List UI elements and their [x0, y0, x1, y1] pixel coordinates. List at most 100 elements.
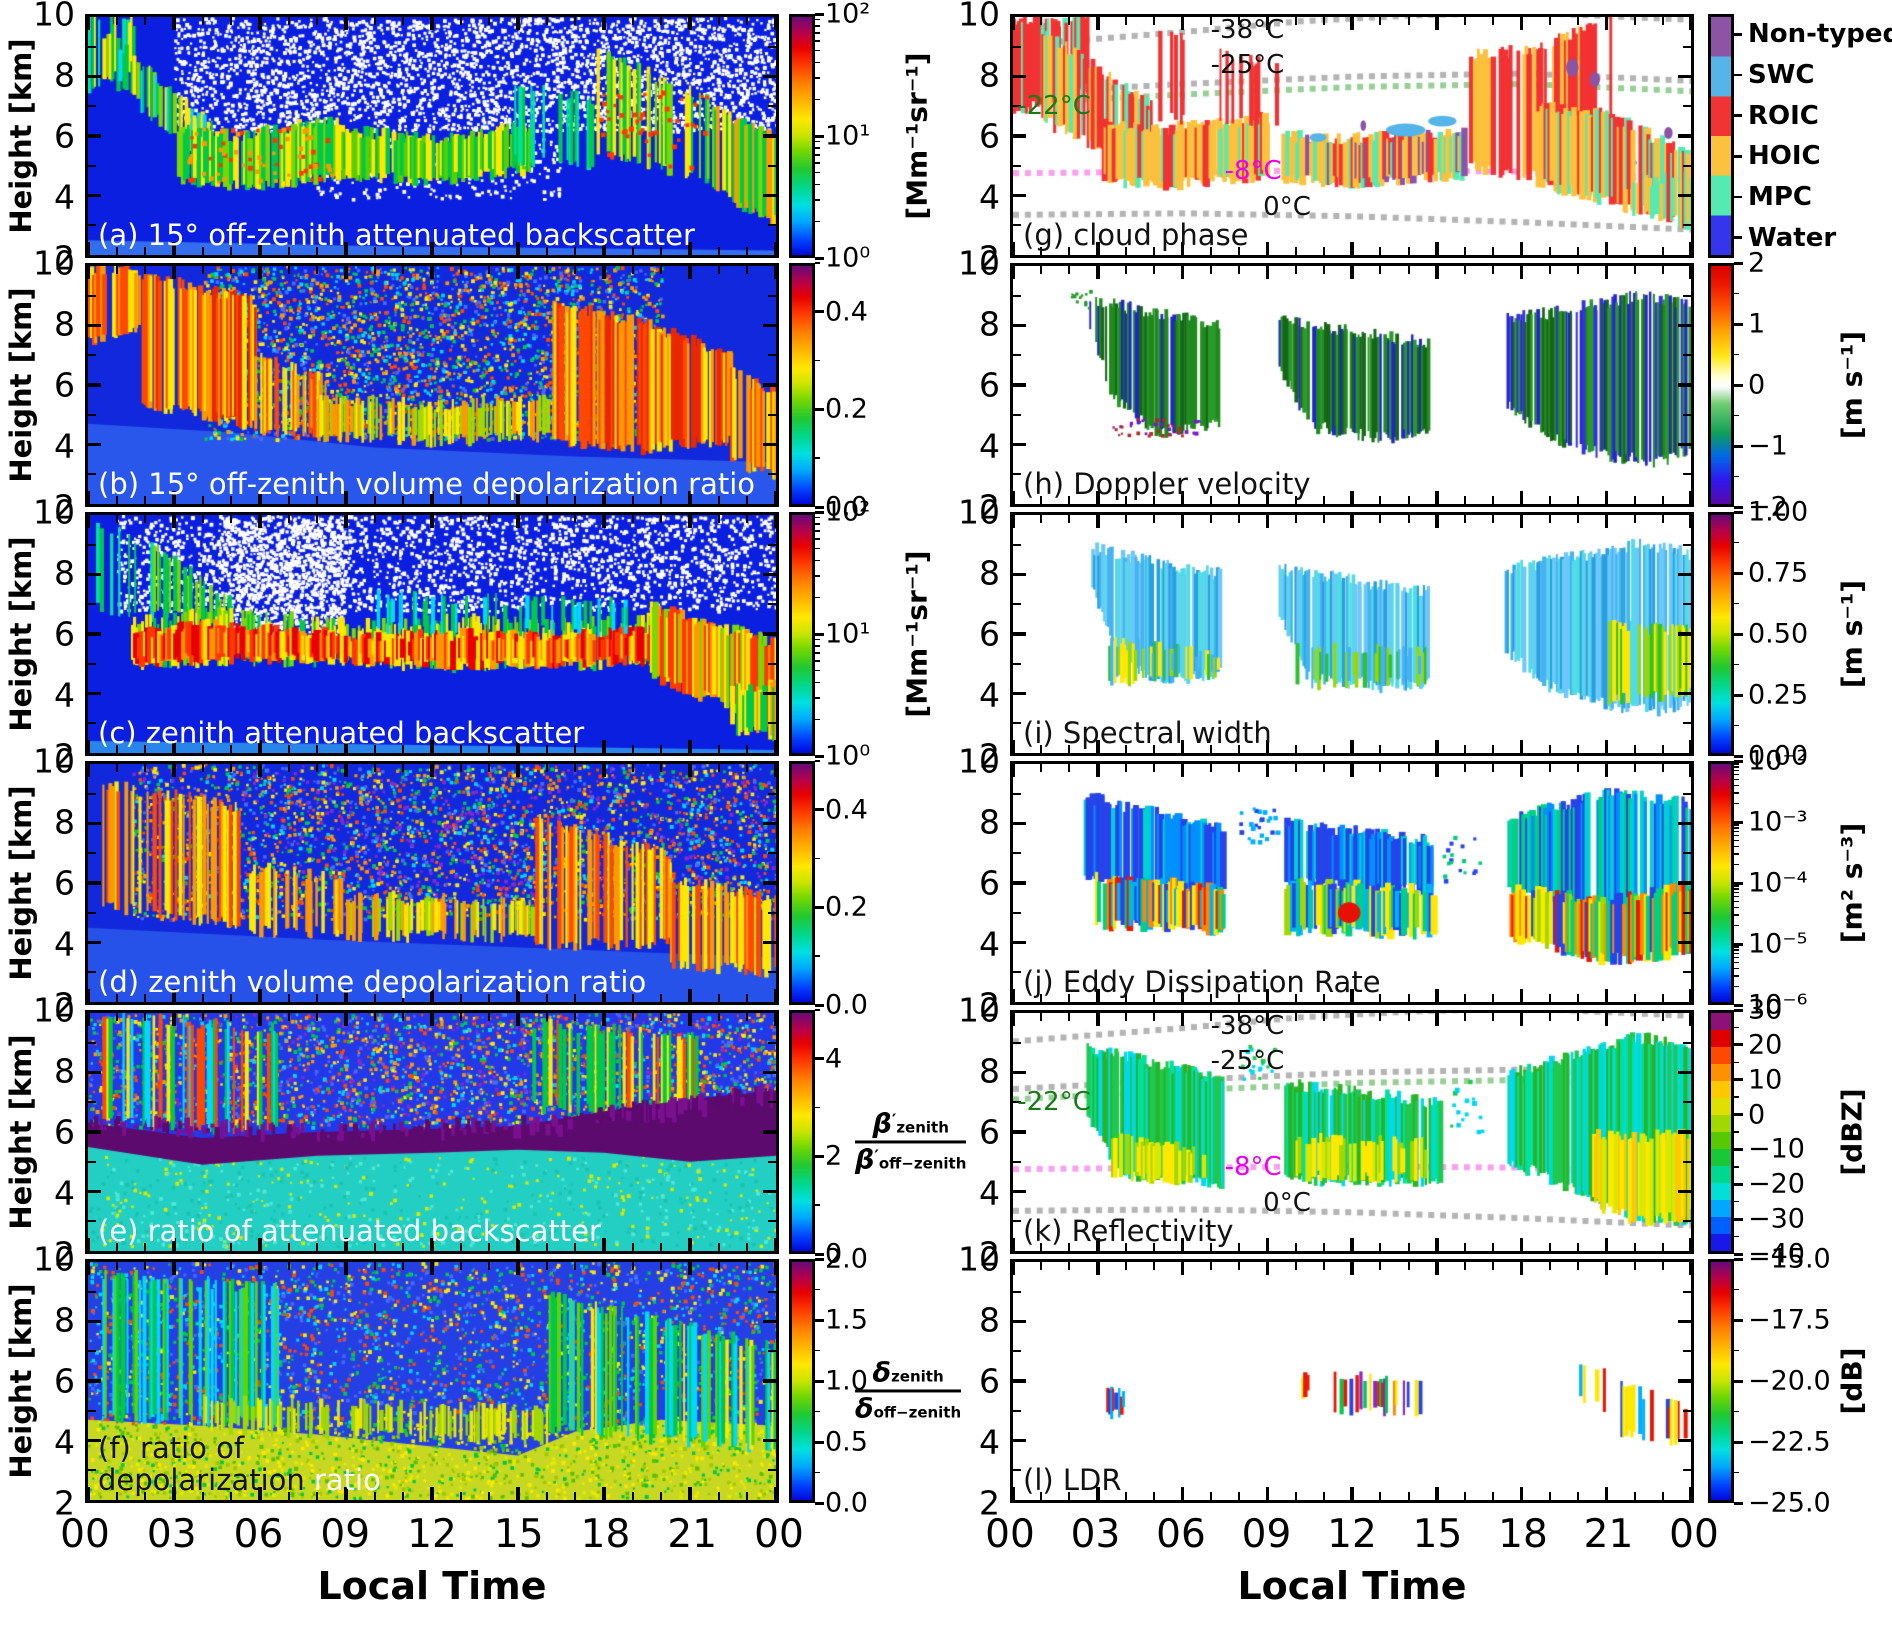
- axis-tick: [316, 745, 319, 753]
- axis-tick: [344, 17, 348, 30]
- axis-tick: [287, 247, 290, 255]
- axis-tick: [1407, 1243, 1410, 1251]
- colorbar-e: [789, 1010, 815, 1254]
- ratio-den: δoff−zenith: [855, 1392, 961, 1424]
- colorbar-tick: [1734, 1113, 1743, 1117]
- axis-tick: [1013, 383, 1026, 387]
- axis-tick: [1519, 515, 1524, 528]
- axis-tick: [545, 515, 548, 523]
- axis-tick: [1683, 792, 1691, 795]
- colorbar-tick: [1734, 895, 1739, 898]
- axis-tick: [768, 413, 776, 416]
- axis-tick: [258, 17, 262, 30]
- colorbar-zone-a: 10² 10¹ 10⁰ [Mm⁻¹sr⁻¹]: [779, 0, 948, 274]
- colorbar-tick: [815, 538, 820, 540]
- axis-tick: [717, 266, 720, 274]
- axis-tick: [1013, 1070, 1026, 1075]
- colorbar-tick: [1734, 863, 1739, 866]
- axis-tick: [316, 1262, 319, 1270]
- plot-e: (e) ratio of attenuated backscatter: [85, 1010, 779, 1254]
- axis-tick: [1011, 1238, 1015, 1251]
- axis-tick: [1604, 764, 1608, 777]
- axis-tick: [1265, 764, 1269, 777]
- y-tick-label: 4: [54, 675, 75, 715]
- axis-tick: [287, 1262, 290, 1270]
- colorbar-tick: [815, 718, 820, 721]
- colorbar-tick: [1734, 820, 1743, 824]
- colorbar-tick: [1734, 834, 1739, 837]
- colorbar-tick-label: 10: [1748, 1064, 1783, 1096]
- axis-tick: [768, 1469, 776, 1472]
- colorbar-tick: [815, 652, 820, 654]
- axis-tick: [1209, 266, 1212, 274]
- axis-tick: [1604, 1238, 1608, 1251]
- axis-tick: [1683, 1160, 1691, 1163]
- colorbar-tick-label: 0.0: [825, 1487, 868, 1519]
- axis-tick: [1492, 1492, 1495, 1500]
- y-axis-c: Height [km] 10 8 6 4 2: [0, 493, 85, 776]
- colorbar-zone-b: 0.4 0.2 0.0: [779, 262, 948, 523]
- axis-tick: [172, 989, 176, 1002]
- axis-tick: [459, 247, 462, 255]
- axis-tick: [1577, 1013, 1579, 1021]
- axis-tick: [1237, 515, 1240, 523]
- colorbar-tick: [815, 199, 820, 201]
- axis-tick: [1124, 496, 1127, 504]
- axis-tick: [88, 354, 96, 357]
- axis-tick: [1463, 496, 1466, 504]
- axis-tick: [316, 1243, 319, 1251]
- axis-tick: [402, 496, 405, 504]
- axis-tick: [88, 911, 96, 914]
- axis-tick: [688, 764, 692, 777]
- axis-tick: [344, 515, 348, 528]
- axis-tick: [768, 1041, 776, 1044]
- axis-tick: [1683, 1469, 1691, 1472]
- axis-tick: [88, 294, 96, 297]
- axis-tick: [1577, 515, 1579, 523]
- axis-tick: [768, 1290, 776, 1293]
- colorbar-tick-label: 10⁻⁶: [1748, 989, 1808, 1021]
- colorbar-tick: [1734, 853, 1739, 855]
- colorbar-tick: [815, 32, 820, 34]
- axis-tick: [768, 1409, 776, 1412]
- axis-tick: [1294, 266, 1297, 274]
- axis-tick: [545, 247, 548, 255]
- y-tick-label: 2: [979, 1483, 1000, 1523]
- axis-tick: [287, 496, 290, 504]
- axis-tick: [1011, 1487, 1015, 1500]
- axis-tick: [1013, 45, 1021, 48]
- axis-tick: [1294, 745, 1297, 753]
- axis-tick: [115, 1492, 118, 1500]
- axis-tick: [1379, 745, 1382, 753]
- axis-tick: [1604, 1487, 1608, 1500]
- axis-tick: [201, 1243, 204, 1251]
- panel-h: 10 8 6 4 2 (h) Doppler velocity 2 1 0 −1 −2 [m s⁻¹]: [948, 244, 1892, 527]
- axis-tick: [88, 1070, 101, 1075]
- axis-tick: [1407, 17, 1410, 25]
- axis-tick: [201, 764, 204, 772]
- axis-tick: [1548, 764, 1551, 772]
- axis-tick: [602, 242, 606, 255]
- axis-tick: [430, 989, 434, 1002]
- y-axis-title: Height [km]: [4, 38, 38, 234]
- axis-tick: [768, 105, 776, 108]
- colorbar-tick: [815, 310, 824, 314]
- panel-title-line: (f) ratio of: [98, 1433, 381, 1464]
- colorbar-tick: [1734, 541, 1739, 544]
- axis-tick: [1678, 881, 1691, 885]
- colorbar-tick: [815, 220, 820, 223]
- axis-tick: [373, 496, 376, 504]
- axis-tick: [1209, 764, 1212, 772]
- colorbar-tick: [815, 660, 820, 662]
- axis-tick: [1633, 247, 1636, 255]
- subscript: off−zenith: [878, 1154, 967, 1173]
- axis-tick: [115, 994, 118, 1002]
- axis-tick: [402, 764, 405, 772]
- axis-tick: [1519, 1262, 1524, 1275]
- axis-tick: [258, 1487, 262, 1500]
- axis-tick: [1294, 994, 1297, 1002]
- colorbar-tick-label: 10⁰: [825, 242, 871, 274]
- axis-tick: [1577, 1243, 1579, 1251]
- axis-tick: [574, 17, 577, 25]
- axis-tick: [774, 1487, 778, 1500]
